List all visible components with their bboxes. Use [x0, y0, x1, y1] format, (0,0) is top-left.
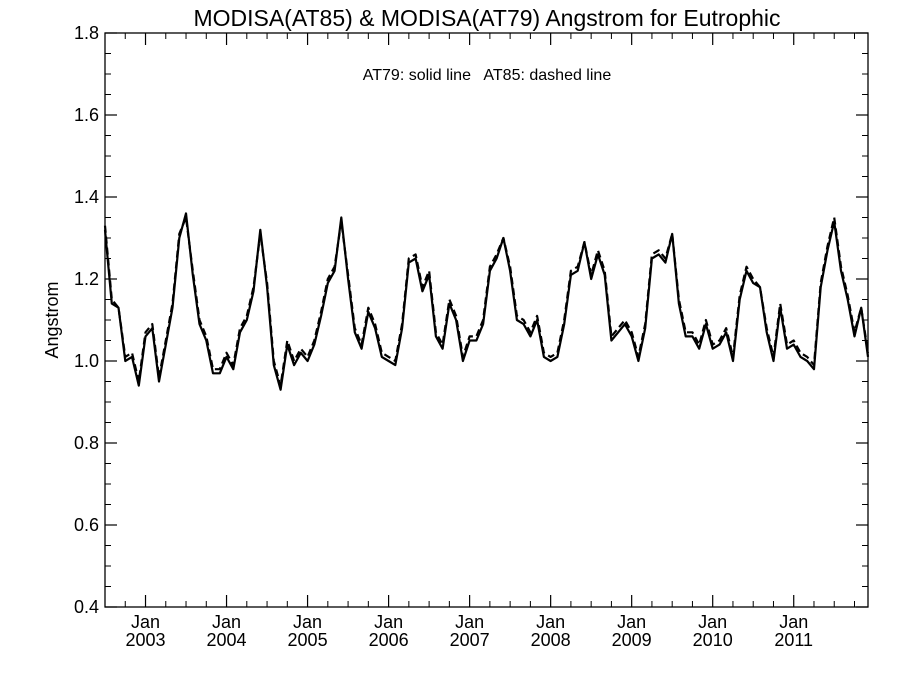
x-tick-year-label: 2006 — [369, 630, 409, 650]
x-tick-month-label: Jan — [374, 612, 403, 632]
y-tick-label: 1.0 — [74, 351, 99, 371]
x-tick-year-label: 2005 — [288, 630, 328, 650]
x-tick-month-label: Jan — [536, 612, 565, 632]
y-tick-label: 1.8 — [74, 23, 99, 43]
y-tick-label: 1.2 — [74, 269, 99, 289]
x-tick-month-label: Jan — [212, 612, 241, 632]
series-layer — [103, 212, 870, 391]
line-style-annotation: AT79: solid line AT85: dashed line — [363, 67, 612, 84]
x-tick-year-label: 2009 — [612, 630, 652, 650]
x-tick-month-label: Jan — [131, 612, 160, 632]
x-tick-year-label: 2003 — [125, 630, 165, 650]
x-tick-year-label: 2007 — [450, 630, 490, 650]
x-tick-year-label: 2010 — [693, 630, 733, 650]
y-tick-label: 1.4 — [74, 187, 99, 207]
y-tick-label: 0.8 — [74, 433, 99, 453]
x-tick-month-label: Jan — [698, 612, 727, 632]
x-tick-month-label: Jan — [455, 612, 484, 632]
x-tick-year-label: 2004 — [207, 630, 247, 650]
x-tick-month-label: Jan — [779, 612, 808, 632]
y-axis-label: Angstrom — [42, 281, 62, 358]
x-tick-month-label: Jan — [617, 612, 646, 632]
y-tick-label: 1.6 — [74, 105, 99, 125]
y-tick-label: 0.4 — [74, 597, 99, 617]
x-tick-year-label: 2008 — [531, 630, 571, 650]
plot-frame — [104, 32, 869, 608]
chart-title: MODISA(AT85) & MODISA(AT79) Angstrom for… — [193, 5, 780, 31]
y-axis-ticks: 0.4 0.6 0.8 1.0 1.2 1.4 1.6 1.8 — [74, 23, 868, 617]
series-line-at85 — [103, 216, 870, 387]
x-axis-ticks: Jan2003Jan2004Jan2005Jan2006Jan2007Jan20… — [104, 33, 855, 650]
series-line-at79 — [103, 212, 870, 391]
y-tick-label: 0.6 — [74, 515, 99, 535]
x-tick-month-label: Jan — [293, 612, 322, 632]
x-tick-year-label: 2011 — [774, 630, 813, 650]
